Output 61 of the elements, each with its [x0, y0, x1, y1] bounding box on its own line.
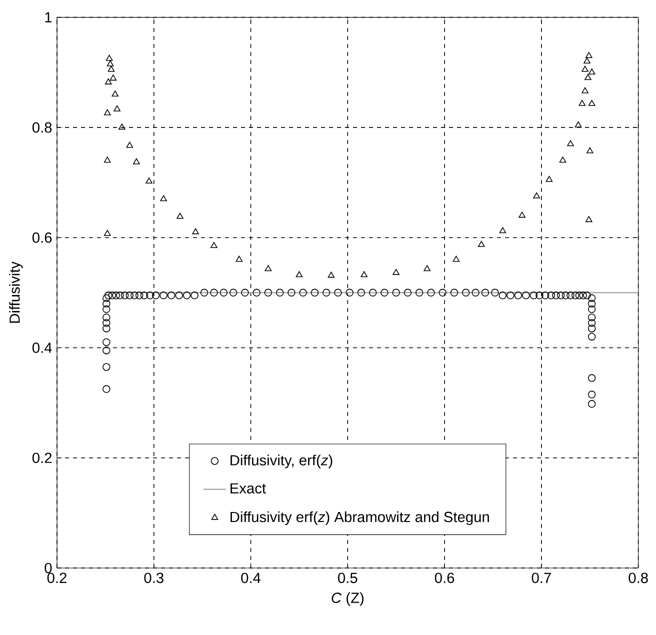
point	[236, 256, 243, 262]
point	[104, 109, 111, 116]
y-tick-label: 0.6	[32, 232, 52, 243]
point	[559, 156, 566, 163]
point	[126, 142, 134, 148]
point	[104, 230, 111, 236]
point	[176, 212, 184, 219]
point	[104, 78, 112, 84]
point	[192, 228, 199, 234]
point	[392, 268, 400, 275]
y-axis-title: Diffusivity	[9, 261, 23, 323]
point	[582, 66, 588, 72]
point	[533, 192, 540, 198]
point	[584, 74, 592, 80]
x-axis-title: C (Z)	[332, 592, 364, 606]
point	[582, 87, 588, 94]
point	[264, 265, 272, 272]
point	[296, 271, 303, 278]
point	[424, 265, 431, 272]
point	[328, 272, 335, 278]
point	[133, 158, 140, 164]
x-tick-label: 0.6	[434, 572, 454, 584]
x-tick-label: 0.7	[532, 572, 551, 584]
x-tick-label: 0.8	[628, 572, 648, 584]
point	[478, 240, 485, 247]
point	[586, 147, 594, 154]
point	[588, 68, 596, 75]
point	[546, 176, 553, 182]
y-tick-label: 0.2	[32, 452, 52, 464]
point	[588, 100, 596, 106]
point	[586, 52, 592, 58]
point	[110, 74, 117, 81]
legend-label: Diffusivity, erf(z)	[230, 454, 332, 468]
x-tick-label: 0.3	[144, 572, 164, 584]
point	[518, 212, 526, 218]
point	[108, 66, 115, 72]
y-tick-label: 0	[44, 562, 52, 574]
point	[112, 90, 119, 97]
point	[567, 140, 574, 146]
point	[586, 216, 592, 222]
point	[499, 227, 506, 234]
point	[452, 256, 460, 262]
point	[104, 156, 111, 163]
y-tick-label: 0.8	[32, 122, 52, 133]
point	[106, 60, 114, 66]
point	[584, 58, 590, 64]
point	[114, 105, 120, 112]
legend-label: Exact	[230, 483, 266, 494]
point	[118, 124, 126, 130]
point	[574, 121, 582, 128]
x-tick-label: 0.5	[338, 572, 358, 584]
point	[146, 178, 152, 184]
point	[160, 195, 167, 202]
x-tick-label: 0.4	[241, 572, 261, 584]
point	[360, 271, 368, 278]
point	[106, 54, 113, 61]
y-tick-label: 1	[45, 12, 52, 22]
point	[210, 242, 218, 248]
point	[578, 100, 586, 106]
y-tick-label: 0.4	[32, 342, 52, 353]
legend-label: Diffusivity erf(z) Abramowitz and Stegun	[230, 511, 489, 526]
